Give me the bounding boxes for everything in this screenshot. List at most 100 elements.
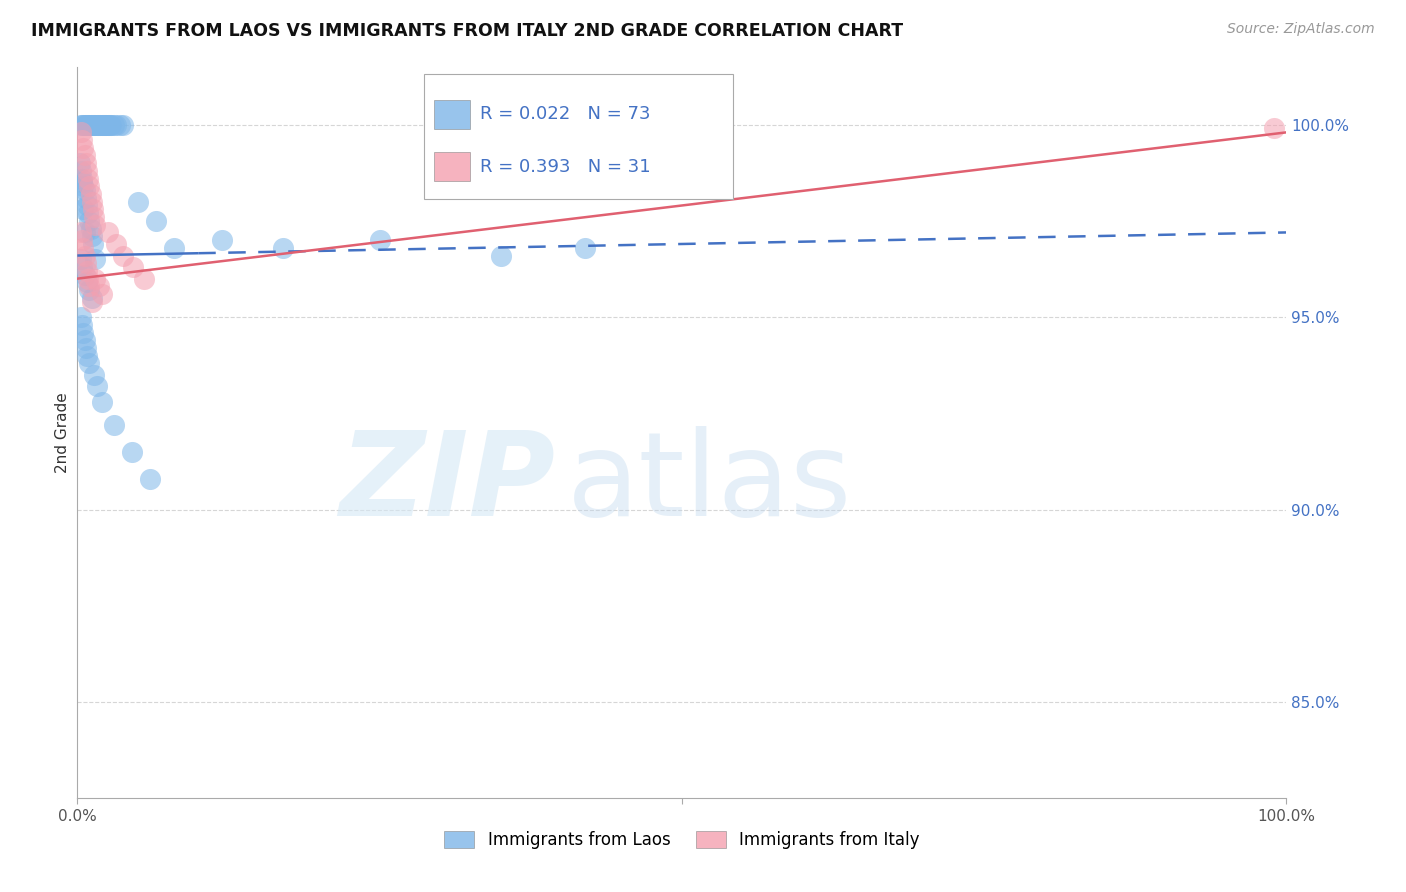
Point xyxy=(103,118,125,132)
Point xyxy=(97,118,120,132)
Legend: Immigrants from Laos, Immigrants from Italy: Immigrants from Laos, Immigrants from It… xyxy=(437,824,927,855)
Point xyxy=(72,141,94,155)
Point xyxy=(84,218,107,232)
Point xyxy=(79,356,101,370)
Text: Source: ZipAtlas.com: Source: ZipAtlas.com xyxy=(1227,22,1375,37)
Point xyxy=(73,226,96,240)
Point xyxy=(84,118,107,132)
Point xyxy=(70,175,93,189)
Point xyxy=(75,156,97,170)
Point xyxy=(80,294,103,309)
Point xyxy=(77,271,100,285)
Point xyxy=(75,191,97,205)
Point xyxy=(211,233,233,247)
Point xyxy=(80,229,103,244)
Point xyxy=(163,241,186,255)
Point xyxy=(145,214,167,228)
Point xyxy=(574,241,596,255)
Point xyxy=(89,118,111,132)
Point xyxy=(79,214,101,228)
Point xyxy=(1263,121,1285,136)
Point xyxy=(105,237,128,252)
Text: R = 0.393   N = 31: R = 0.393 N = 31 xyxy=(479,158,651,176)
Point xyxy=(75,118,97,132)
Point xyxy=(73,118,96,132)
Point xyxy=(80,291,103,305)
Point xyxy=(87,118,110,132)
Point xyxy=(271,241,294,255)
Point xyxy=(93,118,115,132)
Point xyxy=(73,248,96,262)
Point xyxy=(90,287,112,301)
FancyBboxPatch shape xyxy=(434,152,470,181)
Point xyxy=(70,226,93,240)
Point xyxy=(70,164,93,178)
Point xyxy=(96,118,118,132)
Point xyxy=(83,210,105,224)
Point xyxy=(70,133,93,147)
FancyBboxPatch shape xyxy=(425,74,733,199)
Text: R = 0.022   N = 73: R = 0.022 N = 73 xyxy=(479,105,651,123)
Point xyxy=(72,326,94,340)
Point xyxy=(75,341,97,355)
Y-axis label: 2nd Grade: 2nd Grade xyxy=(55,392,70,473)
Point xyxy=(72,179,94,194)
Point xyxy=(70,118,93,132)
Point xyxy=(79,179,101,194)
Point xyxy=(79,279,101,293)
Point xyxy=(121,445,143,459)
Point xyxy=(87,279,110,293)
Point xyxy=(70,310,93,325)
Point xyxy=(76,349,98,363)
Point xyxy=(112,118,135,132)
Point xyxy=(70,118,93,132)
Point xyxy=(91,118,114,132)
Point xyxy=(83,118,105,132)
Point xyxy=(70,125,93,139)
Point xyxy=(489,248,512,262)
Point xyxy=(132,271,155,285)
Point xyxy=(76,198,98,212)
Point xyxy=(79,118,101,132)
Point xyxy=(96,226,118,240)
Point xyxy=(70,318,93,332)
Point xyxy=(100,118,122,132)
Point xyxy=(73,183,96,197)
Point xyxy=(82,202,104,217)
Point xyxy=(84,252,107,267)
Point xyxy=(139,472,162,486)
Point xyxy=(70,252,93,267)
Point xyxy=(77,118,100,132)
Point xyxy=(79,186,101,201)
Point xyxy=(70,233,93,247)
Point xyxy=(76,118,98,132)
Point xyxy=(368,233,391,247)
Point xyxy=(86,379,108,393)
Point xyxy=(73,148,96,162)
Point xyxy=(82,237,104,252)
Point xyxy=(80,194,103,209)
Point xyxy=(112,248,135,262)
Point xyxy=(79,283,101,297)
Point xyxy=(90,394,112,409)
Point xyxy=(76,164,98,178)
Point xyxy=(86,118,108,132)
Point xyxy=(127,194,149,209)
Point xyxy=(94,118,117,132)
Point xyxy=(70,260,93,274)
Point xyxy=(73,333,96,347)
Point xyxy=(98,118,121,132)
Point xyxy=(90,118,112,132)
Point xyxy=(79,221,101,235)
Point xyxy=(77,206,100,220)
Point xyxy=(87,118,110,132)
Point xyxy=(83,368,105,382)
Point xyxy=(70,171,93,186)
FancyBboxPatch shape xyxy=(434,100,470,129)
Point xyxy=(72,118,94,132)
Text: atlas: atlas xyxy=(567,426,852,541)
Point xyxy=(79,118,101,132)
Point xyxy=(108,118,131,132)
Point xyxy=(69,156,91,170)
Point xyxy=(122,260,145,274)
